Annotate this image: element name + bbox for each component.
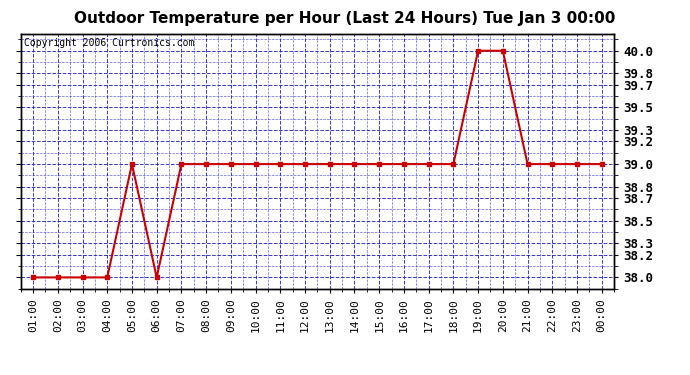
Text: Outdoor Temperature per Hour (Last 24 Hours) Tue Jan 3 00:00: Outdoor Temperature per Hour (Last 24 Ho… bbox=[75, 11, 615, 26]
Text: Copyright 2006 Curtronics.com: Copyright 2006 Curtronics.com bbox=[23, 38, 194, 48]
